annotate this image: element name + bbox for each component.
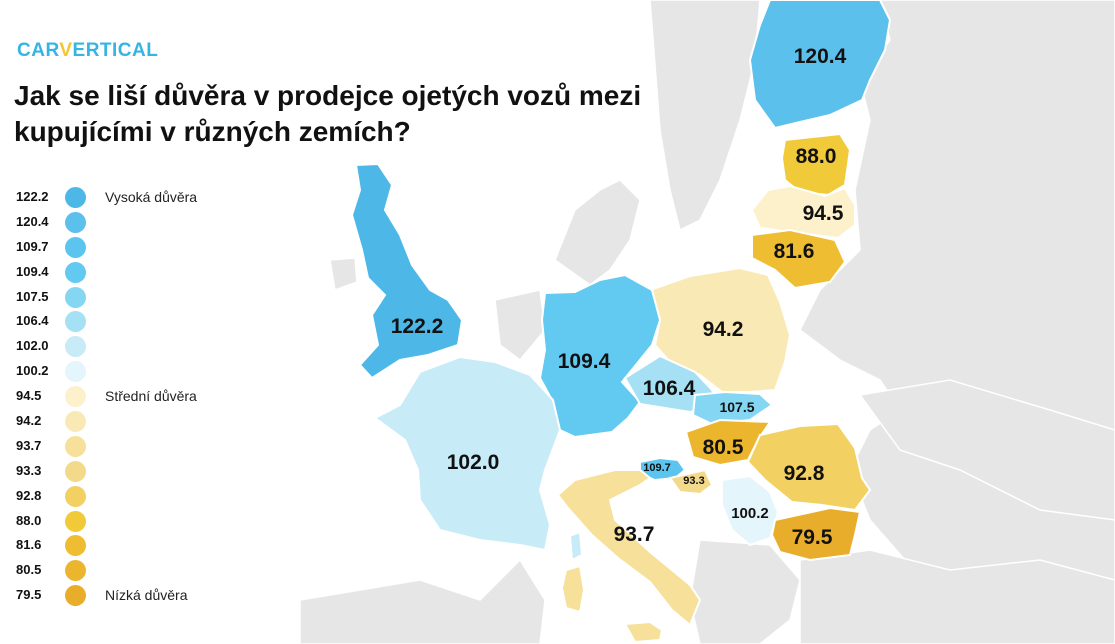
legend-value: 120.4 (16, 213, 49, 229)
legend-swatch (65, 286, 86, 308)
legend-swatch (65, 211, 86, 233)
legend-swatch (65, 485, 86, 507)
country-label-106-4: 106.4 (643, 377, 696, 400)
country-102-0-corsica-shape (568, 530, 584, 562)
country-label-79-5: 79.5 (792, 526, 833, 549)
country-label-120-4: 120.4 (794, 45, 847, 68)
legend-swatch (65, 460, 86, 482)
country-94-5-shape (750, 184, 856, 240)
background-land (299, 0, 1115, 644)
legend-value: 81.6 (16, 537, 42, 553)
legend-value: 107.5 (16, 288, 49, 304)
country-label-88-0: 88.0 (796, 145, 837, 168)
legend-value: 80.5 (16, 562, 42, 578)
legend-value: 79.5 (16, 587, 42, 603)
country-label-100-2: 100.2 (731, 505, 769, 522)
country-81-6-shape (751, 228, 847, 290)
country-label-109-4: 109.4 (558, 350, 611, 373)
country-100-2-shape (721, 474, 780, 547)
page-title: Jak se liší důvěra v prodejce ojetých vo… (14, 80, 642, 147)
legend-value: 88.0 (16, 512, 42, 528)
legend-tier-label: Nízká důvěra (105, 587, 188, 604)
legend-value: 93.7 (16, 437, 42, 453)
country-93-7-shape (556, 469, 702, 627)
country-93-7-sicily-shape (623, 620, 664, 644)
legend-value: 102.0 (16, 338, 49, 354)
legend-swatch (65, 336, 86, 358)
legend-swatch (65, 361, 86, 383)
legend-value: 94.5 (16, 388, 42, 404)
country-92-8-shape (746, 422, 872, 512)
country-label-93-3: 93.3 (683, 475, 704, 487)
legend-swatch (65, 510, 86, 532)
legend-swatch (65, 236, 86, 258)
legend-swatch (65, 386, 86, 408)
country-label-102-0: 102.0 (447, 451, 500, 474)
country-79-5-shape (770, 506, 862, 562)
country-94-2-shape (648, 266, 792, 393)
country-label-94-2: 94.2 (703, 318, 744, 341)
country-label-81-6: 81.6 (774, 240, 815, 263)
brand-logo-suffix: ERTICAL (72, 40, 159, 61)
legend-value: 109.7 (16, 238, 49, 254)
legend-value: 122.2 (16, 189, 49, 204)
country-label-107-5: 107.5 (719, 399, 754, 415)
country-109-4-shape (538, 273, 662, 439)
countries (350, 0, 892, 644)
legend-value: 92.8 (16, 487, 42, 503)
country-label-80-5: 80.5 (703, 436, 744, 459)
brand-logo-accent: V (59, 40, 73, 61)
legend-swatch (65, 585, 86, 607)
country-label-93-7: 93.7 (614, 523, 655, 546)
country-107-5-shape (691, 390, 774, 426)
legend-swatch (65, 261, 86, 283)
country-label-122-2: 122.2 (391, 315, 444, 338)
country-122-2-shape (350, 162, 464, 380)
country-93-7-sardinia-shape (560, 564, 586, 614)
legend-swatch (65, 560, 86, 582)
legend-value: 109.4 (16, 263, 49, 279)
country-120-4-shape (748, 0, 892, 130)
legend-swatch (65, 411, 86, 433)
legend-value: 106.4 (16, 313, 49, 329)
legend-value: 94.2 (16, 413, 42, 429)
legend-tier-label: Střední důvěra (105, 388, 197, 405)
legend-tier-label: Vysoká důvěra (105, 189, 198, 205)
legend-value: 100.2 (16, 363, 49, 379)
country-labels: 120.4 88.0 94.5 81.6 122.2 94.2 109.4 10… (391, 45, 847, 549)
brand-logo-prefix: CAR (17, 40, 60, 61)
legend-swatch (65, 311, 86, 333)
legend-swatch (65, 435, 86, 457)
brand-logo: CARVERTICAL (17, 40, 158, 62)
country-label-109-7: 109.7 (643, 462, 671, 474)
country-93-3-shape (668, 468, 714, 496)
legend-swatch (65, 187, 86, 208)
legend-value: 93.3 (16, 462, 42, 478)
country-102-0-shape (373, 355, 562, 552)
country-label-92-8: 92.8 (784, 462, 825, 485)
legend-swatch (65, 535, 86, 557)
country-label-94-5: 94.5 (803, 202, 844, 225)
